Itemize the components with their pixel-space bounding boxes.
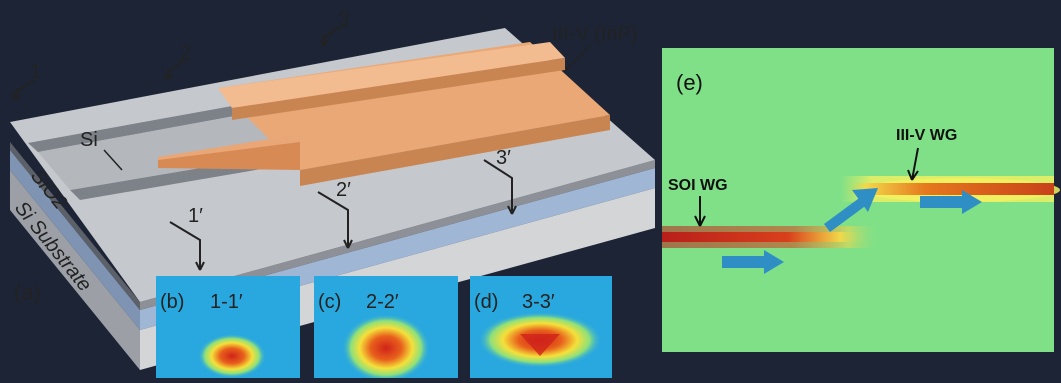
mode-panel-c: (c) 2-2′ [314,276,458,382]
iiiv-inp-label: III-V (InP) [552,23,638,45]
section-2-label: 2 [180,43,191,65]
propagation-arrow-2 [824,188,878,232]
mode-c-panel-label: (c) [318,291,341,313]
mode-panel-d: (d) 3-3′ [470,276,612,378]
mode-b-section-label: 1-1′ [210,291,243,313]
soi-wg-pointer [694,196,706,227]
panel-e-label: (e) [676,70,703,95]
si-leader-line [103,149,123,171]
mode-d-section-label: 3-3′ [522,291,555,313]
sio2-front-face [10,150,140,330]
si-front-face [10,142,140,310]
panel-a-label: (a) [14,280,41,305]
inp-taper [158,140,300,170]
mode-c-section-label: 2-2′ [366,291,399,313]
section-marker-3: 3 [319,9,349,47]
section-1p-label: 1′ [188,205,203,227]
section-2p-label: 2′ [336,179,351,201]
section-marker-2: 2 [163,43,191,81]
propagation-arrow-3 [920,190,982,214]
iiiv-wg-pointer [907,147,919,181]
mode-panel-b: (b) 1-1′ [156,276,300,378]
inp-taper-top [158,134,300,160]
substrate-front-face [10,170,140,370]
inp-ridge-front [232,58,565,120]
mode-b-panel-label: (b) [160,291,184,313]
si-right-face [140,160,655,310]
section-marker-1: 1 [11,61,41,101]
mode-d-panel-label: (d) [474,291,498,313]
section-3p-label: 3′ [496,147,511,169]
inp-slab-front [300,115,610,186]
panel-e-field-plot: (e) SOI WG III-V WG [662,48,1060,352]
section-marker-3p: 3′ [483,147,517,215]
si-label: Si [80,129,98,151]
iiiv-wg-label: III-V WG [896,127,957,144]
soi-wg-label: SOI WG [668,177,728,194]
propagation-arrow-1 [722,250,784,274]
section-3-label: 3 [338,9,349,31]
inp-ridge-top [218,42,565,108]
section-marker-1p: 1′ [169,205,205,271]
iiiv-leader-line [563,45,591,73]
section-1-label: 1 [30,61,41,83]
section-marker-2p: 2′ [317,179,353,249]
